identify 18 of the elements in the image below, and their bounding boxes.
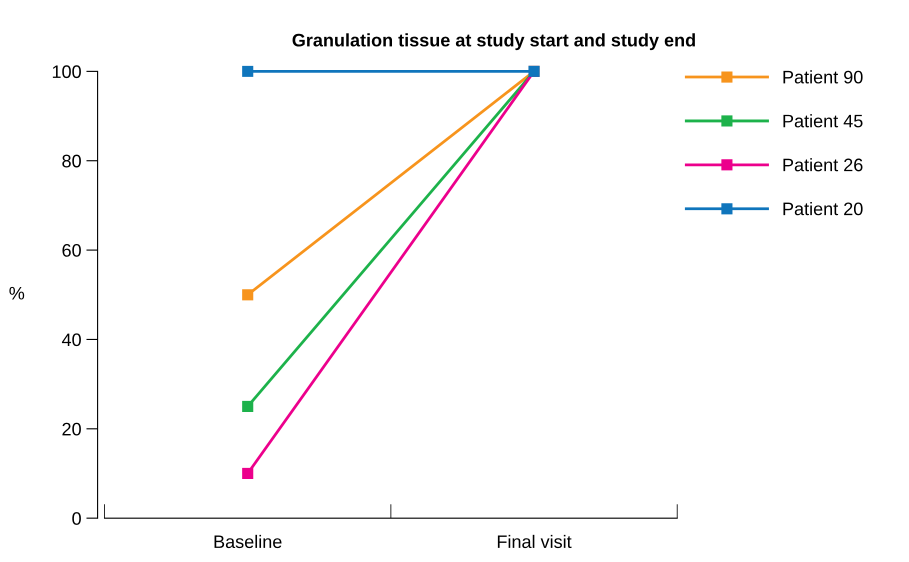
legend-label: Patient 26: [783, 158, 863, 172]
legend-label: Patient 90: [783, 70, 863, 84]
point: [242, 468, 254, 480]
x-tick-label: Baseline: [214, 534, 282, 548]
point: [242, 289, 254, 300]
y-tick-label: 20: [62, 422, 81, 436]
legend-label: Patient 20: [783, 202, 863, 216]
point: [242, 400, 254, 412]
y-tick-label: 40: [62, 333, 81, 346]
y-tick-label: 100: [52, 65, 81, 78]
legend-label: Patient 45: [783, 114, 863, 128]
y-tick-label: 80: [62, 154, 81, 168]
y-axis-title: %: [9, 286, 24, 300]
point: [242, 66, 254, 77]
y-tick-label: 60: [62, 244, 81, 257]
chart-title: Granulation tissue at study start and study end: [292, 33, 695, 50]
x-tick-label: Final visit: [498, 534, 572, 548]
y-tick-label: 0: [72, 512, 81, 525]
